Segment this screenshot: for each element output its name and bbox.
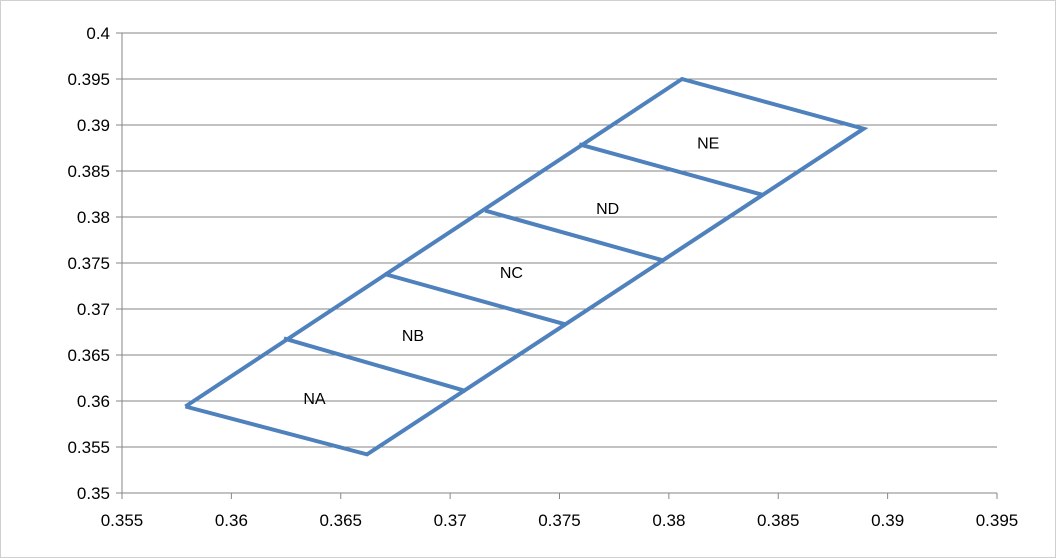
region-labels: NA NB NC ND NE <box>303 135 719 408</box>
series-outline <box>184 76 869 457</box>
y-tick-label: 0.37 <box>77 300 110 319</box>
x-tick-label: 0.355 <box>101 511 144 530</box>
x-tick-label: 0.38 <box>652 511 685 530</box>
series-divider-2 <box>383 272 567 327</box>
tick-labels: 0.35 0.355 0.36 0.365 0.37 0.375 0.38 0.385 0.39… <box>67 24 1018 530</box>
y-tick-label: 0.395 <box>67 70 110 89</box>
axes <box>116 32 998 499</box>
x-tick-label: 0.375 <box>538 511 581 530</box>
series-divider-4 <box>578 142 764 197</box>
y-tick-label: 0.36 <box>77 392 110 411</box>
region-label-nb: NB <box>402 328 424 345</box>
region-label-nd: ND <box>596 201 619 218</box>
region-label-nc: NC <box>500 265 523 282</box>
y-tick-label: 0.35 <box>77 484 110 503</box>
x-tick-label: 0.36 <box>215 511 248 530</box>
y-tick-label: 0.4 <box>86 24 110 43</box>
y-tick-label: 0.38 <box>77 208 110 227</box>
region-label-ne: NE <box>697 135 719 152</box>
series-divider-3 <box>484 208 663 263</box>
y-tick-label: 0.39 <box>77 116 110 135</box>
region-label-na: NA <box>303 391 326 408</box>
x-tick-label: 0.39 <box>871 511 904 530</box>
series-divider-1 <box>283 336 466 393</box>
x-tick-label: 0.385 <box>757 511 800 530</box>
y-tick-label: 0.385 <box>67 162 110 181</box>
gridlines <box>122 32 997 448</box>
y-tick-label: 0.365 <box>67 346 110 365</box>
x-tick-label: 0.395 <box>976 511 1019 530</box>
x-tick-label: 0.37 <box>434 511 467 530</box>
x-tick-label: 0.365 <box>319 511 362 530</box>
series-lines <box>184 76 869 457</box>
y-tick-label: 0.355 <box>67 438 110 457</box>
y-tick-label: 0.375 <box>67 254 110 273</box>
